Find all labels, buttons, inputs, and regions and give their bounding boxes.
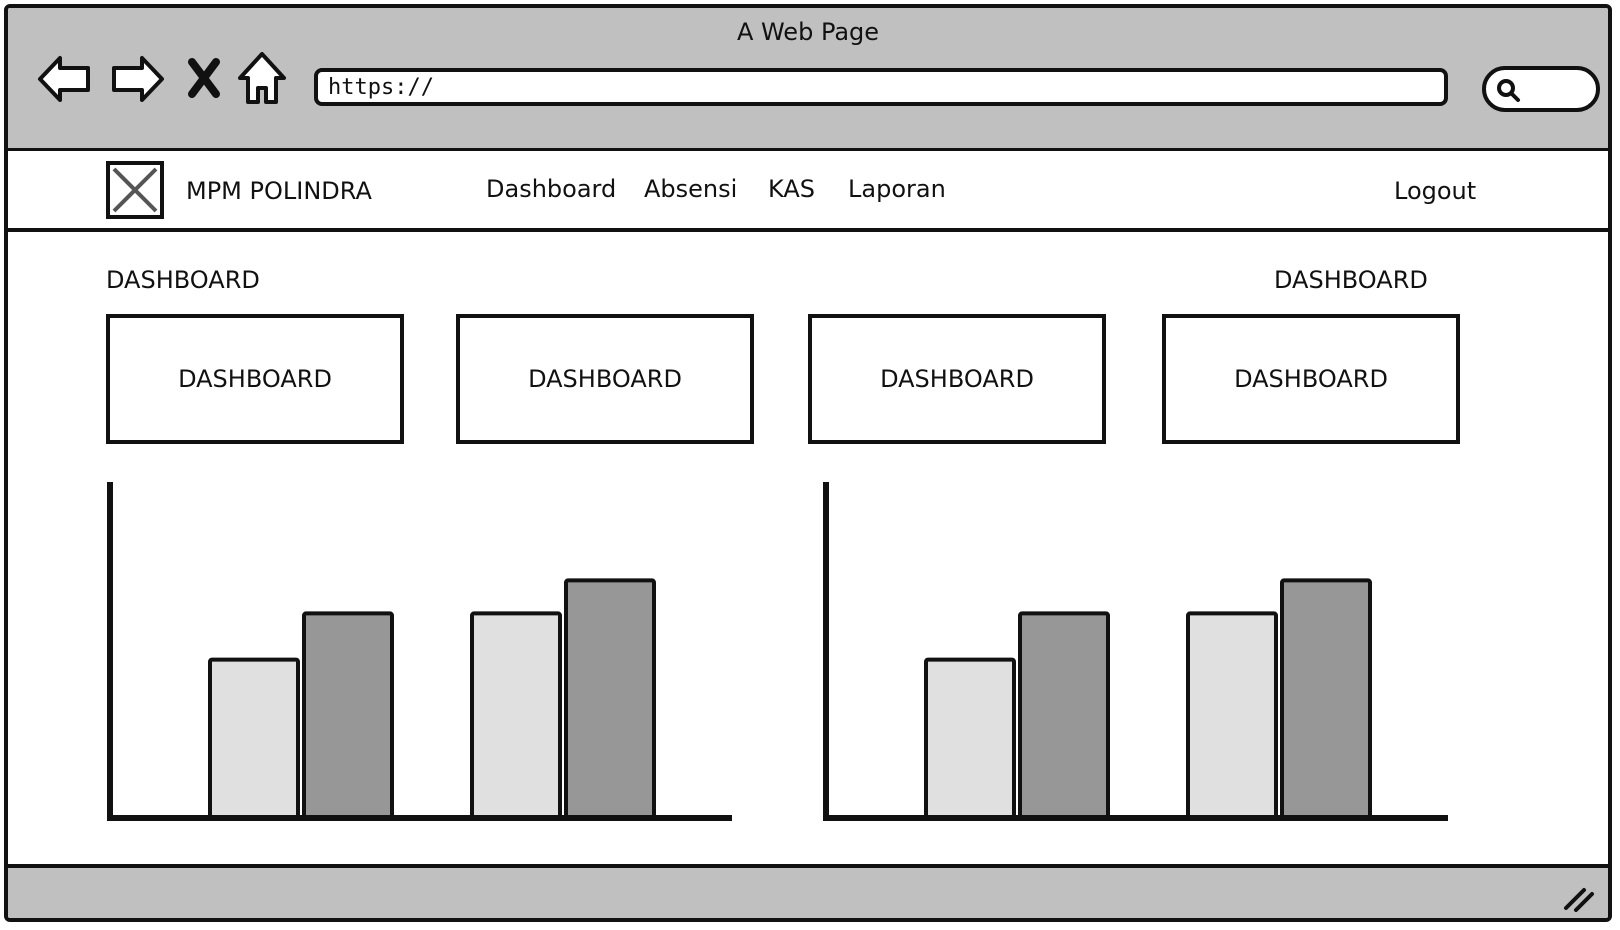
nav-link-kas[interactable]: KAS bbox=[768, 175, 815, 203]
summary-card[interactable]: DASHBOARD bbox=[456, 314, 754, 444]
home-icon[interactable] bbox=[236, 50, 294, 108]
bar-series-2-group-1 bbox=[1018, 611, 1110, 820]
card-label: DASHBOARD bbox=[528, 365, 682, 393]
brand-name: MPM POLINDRA bbox=[186, 177, 372, 205]
stop-x-icon[interactable] bbox=[184, 50, 242, 108]
bar-chart-left bbox=[107, 482, 732, 821]
url-input[interactable]: https:// bbox=[314, 68, 1448, 106]
card-label: DASHBOARD bbox=[1234, 365, 1388, 393]
summary-card[interactable]: DASHBOARD bbox=[106, 314, 404, 444]
browser-search-input[interactable] bbox=[1482, 66, 1600, 112]
bar-chart-right bbox=[823, 482, 1448, 821]
nav-link-laporan[interactable]: Laporan bbox=[848, 175, 946, 203]
top-navbar: MPM POLINDRA Dashboard Absensi KAS Lapor… bbox=[8, 148, 1608, 232]
nav-link-dashboard[interactable]: Dashboard bbox=[486, 175, 617, 203]
back-arrow-icon[interactable] bbox=[36, 50, 94, 108]
nav-link-absensi[interactable]: Absensi bbox=[644, 175, 738, 203]
browser-window: A Web Page https:// MPM POLINDRA Dashbo bbox=[4, 4, 1612, 922]
status-bar bbox=[8, 864, 1608, 918]
card-label: DASHBOARD bbox=[178, 365, 332, 393]
bar-series-2-group-1 bbox=[302, 611, 394, 820]
url-text: https:// bbox=[328, 74, 434, 100]
resize-grip-icon[interactable] bbox=[1562, 882, 1596, 912]
bar-series-1-group-2 bbox=[470, 611, 562, 820]
summary-card[interactable]: DASHBOARD bbox=[1162, 314, 1460, 444]
bar-series-2-group-2 bbox=[564, 578, 656, 821]
bar-series-2-group-2 bbox=[1280, 578, 1372, 821]
logo-placeholder-icon bbox=[106, 161, 164, 219]
main-content: DASHBOARD DASHBOARD DASHBOARD DASHBOARD … bbox=[8, 232, 1608, 878]
search-icon bbox=[1497, 79, 1520, 102]
forward-arrow-icon[interactable] bbox=[108, 50, 166, 108]
browser-chrome: A Web Page https:// bbox=[8, 8, 1608, 151]
section-title-right: DASHBOARD bbox=[1274, 266, 1428, 294]
summary-card[interactable]: DASHBOARD bbox=[808, 314, 1106, 444]
card-label: DASHBOARD bbox=[880, 365, 1034, 393]
bar-series-1-group-2 bbox=[1186, 611, 1278, 820]
section-title-left: DASHBOARD bbox=[106, 266, 260, 294]
logout-link[interactable]: Logout bbox=[1394, 177, 1477, 205]
bar-series-1-group-1 bbox=[924, 657, 1016, 820]
window-title: A Web Page bbox=[736, 18, 880, 46]
bar-series-1-group-1 bbox=[208, 657, 300, 820]
